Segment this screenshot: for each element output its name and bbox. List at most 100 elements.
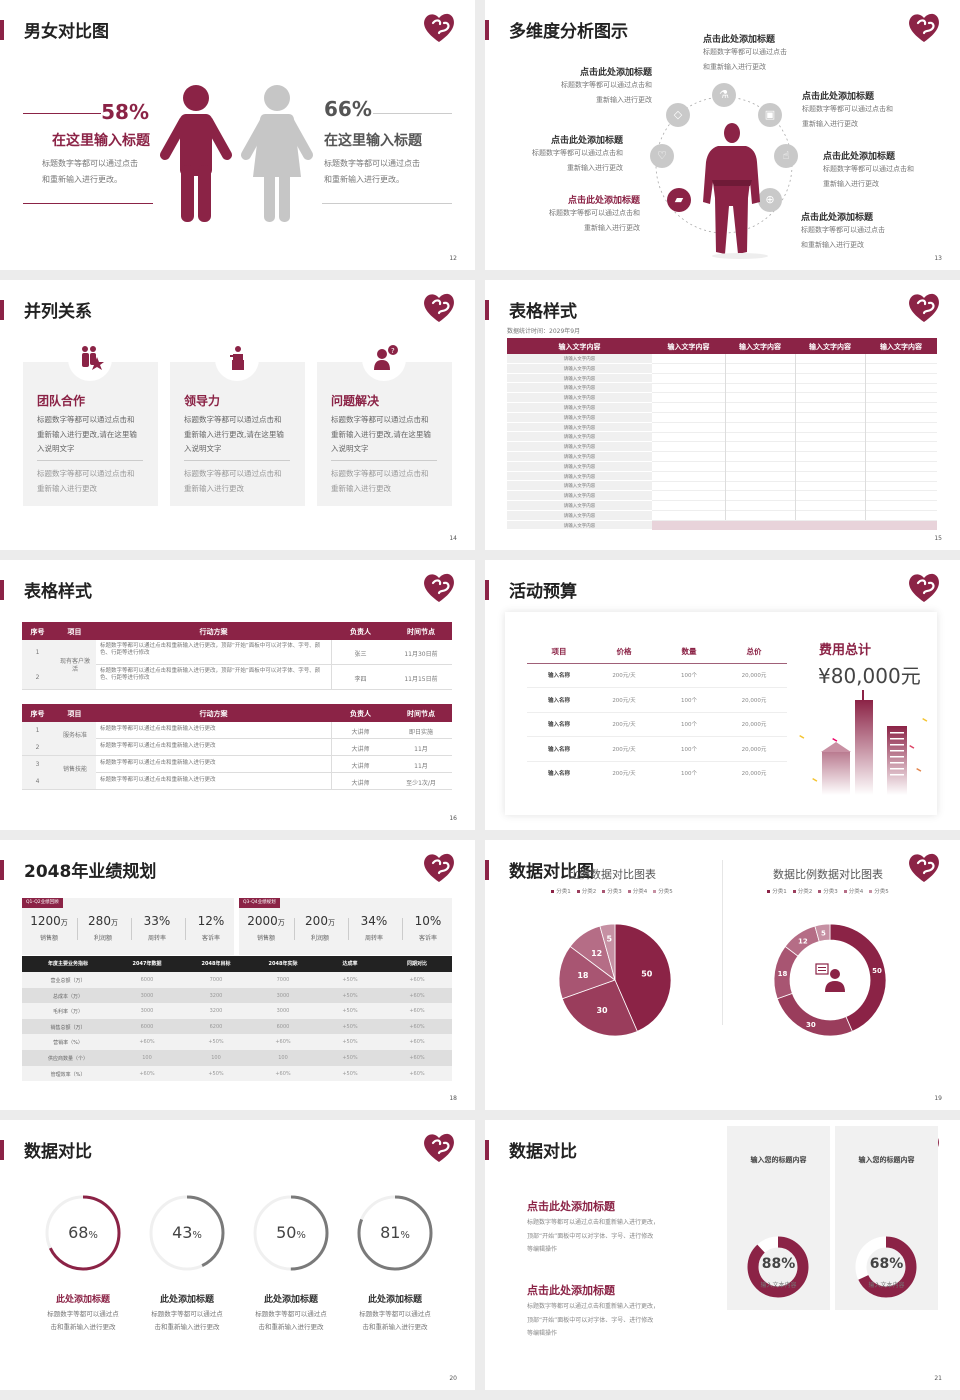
action-text: 标题数字等都可以通过点击和重新输入进行更改	[100, 777, 216, 783]
stat-number: 34%	[360, 914, 388, 928]
logo-heart	[909, 853, 939, 882]
ring-unit: %	[296, 1230, 306, 1241]
slide-4[interactable]: 表格样式 15 数据统计时间：2029年9月 输入文字内容 输入文字内容 输入文字内容 输入…	[485, 280, 960, 550]
page-number: 16	[449, 815, 457, 822]
stat-number: 1200	[30, 914, 61, 928]
table-cell: +50%	[342, 977, 358, 983]
logo-swirl	[431, 859, 450, 875]
owner: 大讲师	[351, 745, 370, 753]
data-label: 12	[798, 937, 808, 945]
card-title: 问题解决	[331, 394, 380, 408]
row-line	[652, 392, 937, 394]
deadline: 11月	[414, 745, 428, 753]
heart-logo	[424, 13, 454, 42]
row-number: 2	[35, 673, 40, 681]
confetti	[799, 735, 805, 739]
legend-swatch	[576, 890, 580, 893]
table-row	[22, 1065, 452, 1082]
card-desc: 标题数字等都可以通过点击和	[184, 469, 282, 478]
card-desc: 入说明文字	[331, 444, 369, 453]
ring-unit: %	[192, 1230, 202, 1241]
legend-label: 分类3	[607, 889, 622, 895]
item-title: 点击此处添加标题	[823, 152, 896, 162]
column-header: 同期对比	[406, 961, 427, 967]
chart-title: 比例数据对比图表	[568, 868, 656, 881]
slide-7[interactable]: 2048年业绩规划 18 Q1-Q2业绩回顾 1200万 销售额 280万 利润额 33% 周转…	[0, 840, 475, 1110]
table-cell: 请输入文字内容	[563, 474, 596, 480]
column-header: 输入文字内容	[739, 343, 781, 351]
female-percent: 66%	[324, 97, 372, 121]
table-cell: 请输入文字内容	[563, 455, 596, 460]
slide-9[interactable]: 数据对比 20 68% 此处添加标题 标题数字等都可以通过点 击和重新输入进行更改 43% 此…	[0, 1120, 475, 1390]
slide-1[interactable]: 男女对比图 12 58% 在这里输入标题 标题数字等都可以通过点击 和重新输入进行更改。 6…	[0, 0, 475, 270]
progress-ring	[253, 1195, 329, 1271]
stat-label: 周转率	[147, 935, 166, 942]
table-row	[96, 773, 452, 790]
column-header: 输入文字内容	[809, 343, 851, 351]
slide-6[interactable]: 活动预算 项目 价格 数量 总价 输入名称 200元/天 100个 20,000元 输入名称 200…	[485, 560, 960, 830]
progress-ring	[149, 1195, 225, 1271]
table-cell: 3000	[140, 992, 154, 999]
shape	[712, 180, 752, 186]
slide-3[interactable]: 并列关系 14 团队合作 标题数字等都可以通过点击和 重新输入进行更改,请在这里输 入说明…	[0, 280, 475, 550]
row-line	[652, 480, 937, 482]
action-text: 标题数字等都可以通过点击和重新输入进行更改	[100, 726, 216, 732]
stat-number: 280	[88, 914, 111, 928]
table-cell: 请输入文字内容	[563, 494, 596, 500]
card-desc: 入说明文字	[184, 444, 222, 453]
divider	[373, 113, 452, 114]
window	[890, 774, 904, 776]
table-row	[507, 510, 652, 521]
ring-unit: %	[400, 1230, 410, 1241]
shape	[181, 165, 194, 222]
page-number: 14	[449, 535, 457, 542]
table-cell: 20,000元	[741, 673, 767, 679]
row-number: 1	[35, 726, 40, 734]
block-desc: 等编辑操作	[527, 1246, 558, 1253]
total-label: 费用总计	[819, 643, 872, 658]
ring-desc: 标题数字等都可以通过点	[255, 1310, 327, 1318]
slide-2[interactable]: 多维度分析图示 13 ⚗ ◇ ▣ ♡ ☝ ▰ ⊕ 点击此处添加标题 标题数字等都可以通过点击 和重新输…	[485, 0, 960, 270]
table-row	[96, 739, 452, 756]
progress-ring	[357, 1195, 433, 1271]
card-desc: 重新输入进行更改,请在这里输	[184, 429, 284, 439]
card-title: 输入您的标题内容	[750, 1156, 807, 1164]
item-title: 点击此处添加标题	[801, 213, 874, 223]
donut-progress	[747, 1236, 809, 1298]
divider	[23, 203, 153, 204]
ring-progress	[45, 1195, 121, 1271]
table-cell: 100	[142, 1055, 152, 1061]
table-row	[22, 1003, 452, 1019]
period-tag: Q3-Q4业绩规划	[239, 898, 280, 908]
shape	[183, 85, 209, 111]
table-row	[507, 383, 652, 394]
column-line	[795, 354, 796, 520]
slide-5[interactable]: 表格样式 16 序号 项目 行动方案 负责人 时间节点 现有客户激活 1 标题数字等都可以通过点击…	[0, 560, 475, 830]
female-heading: 在这里输入标题	[324, 133, 422, 149]
table-cell: 7000	[209, 977, 223, 983]
row-number: 3	[35, 760, 40, 768]
icon-circle	[362, 337, 406, 381]
data-label: 12	[591, 949, 602, 958]
row-line	[527, 711, 787, 713]
table-cell: +50%	[208, 1070, 224, 1077]
column-header: 项目	[67, 628, 82, 636]
slide-8[interactable]: 数据对比图 19 比例数据对比图表 分类1 分类2 分类3 分类4 分类5 50 30 18 12 5 数…	[485, 840, 960, 1110]
table-row	[507, 442, 652, 452]
progress-ring	[45, 1195, 121, 1271]
table-cell: 3200	[209, 992, 223, 999]
page-number: 19	[934, 1095, 942, 1102]
roof	[821, 742, 851, 752]
card-caption: 输入文本内容	[760, 1282, 797, 1289]
table-cell: 请输入文字内容	[563, 484, 596, 490]
data-label: 30	[596, 1006, 608, 1015]
owner: 大讲师	[351, 762, 370, 770]
title-accent-bar	[485, 860, 489, 880]
table-row	[507, 471, 652, 482]
ring-desc: 标题数字等都可以通过点	[359, 1310, 431, 1318]
column-header: 总价	[746, 647, 762, 656]
row-line	[527, 760, 787, 762]
table-cell: +50%	[342, 1055, 358, 1061]
item-desc: 标题数字等都可以通过点击和	[823, 165, 914, 173]
slide-10[interactable]: 数据对比 21 点击此处添加标题 标题数字等都可以通过点击和重新输入进行更改， 顶部“开…	[485, 1120, 960, 1390]
